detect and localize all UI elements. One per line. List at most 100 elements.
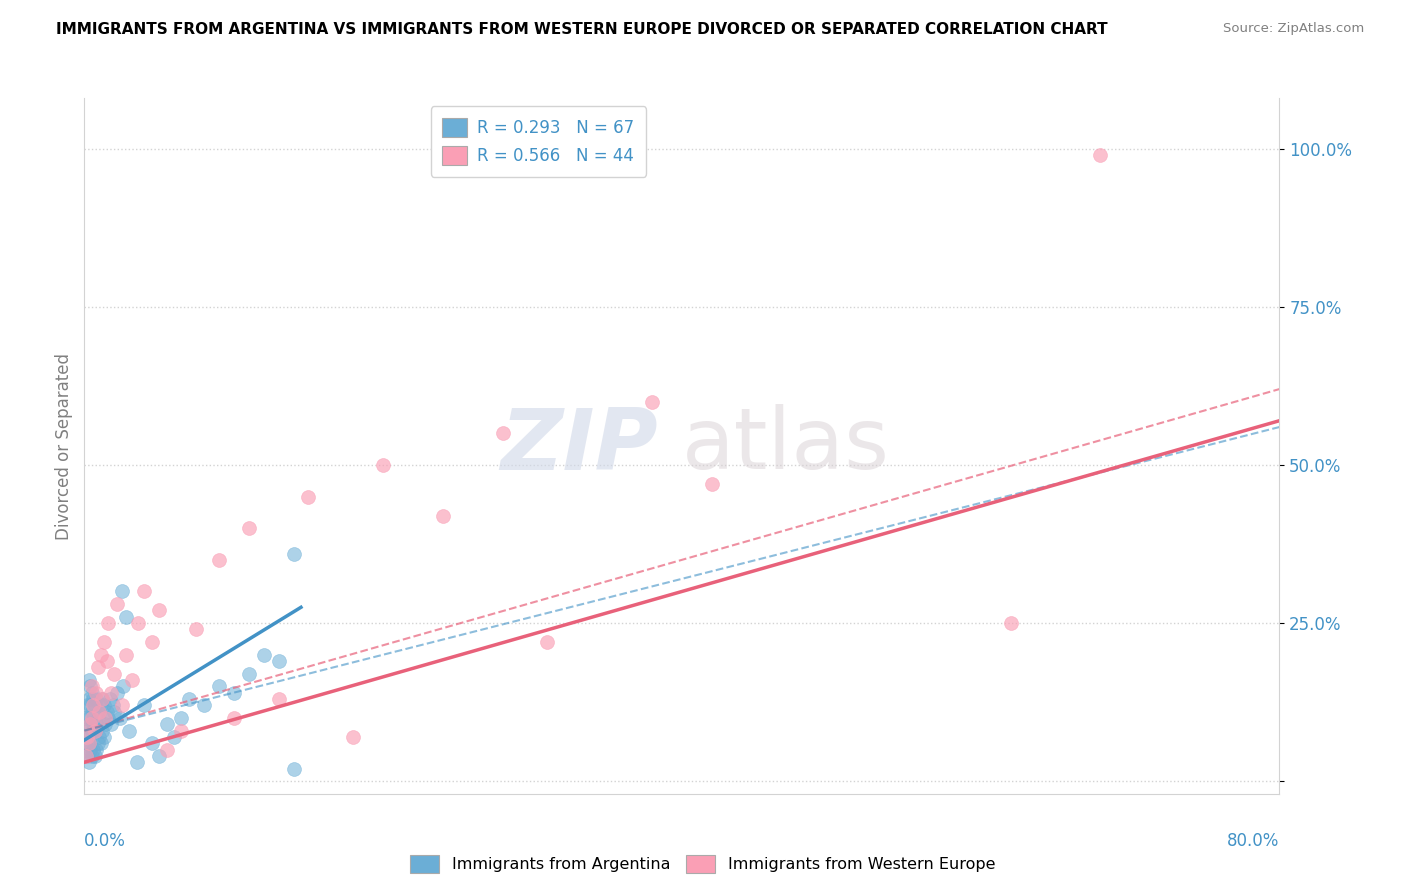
Point [208,679,231,693]
Point [80,723,103,738]
Point [155,742,177,756]
Point [93,698,115,713]
Legend: Immigrants from Argentina, Immigrants from Western Europe: Immigrants from Argentina, Immigrants fr… [404,848,1002,880]
Point [90,648,112,662]
Point [79,717,101,731]
Point [87,660,110,674]
Point [83,723,105,738]
Point [700,477,723,491]
Point [222,686,245,700]
Point [91,723,114,738]
Y-axis label: Divorced or Separated: Divorced or Separated [55,352,73,540]
Point [75,711,97,725]
Point [89,705,111,719]
Point [121,673,143,687]
Point [82,717,104,731]
Point [90,736,112,750]
Point [115,648,138,662]
Point [155,717,177,731]
Point [118,723,141,738]
Point [76,736,98,750]
Point [93,635,115,649]
Point [86,742,108,756]
Point [79,742,101,756]
Point [79,717,101,731]
Text: IMMIGRANTS FROM ARGENTINA VS IMMIGRANTS FROM WESTERN EUROPE DIVORCED OR SEPARATE: IMMIGRANTS FROM ARGENTINA VS IMMIGRANTS … [56,22,1108,37]
Point [193,698,215,713]
Point [101,698,124,713]
Point [105,686,128,700]
Point [170,711,193,725]
Point [77,673,100,687]
Point [82,698,104,713]
Point [82,742,104,756]
Point [86,717,108,731]
Point [77,730,100,744]
Point [492,426,515,441]
Point [83,748,105,763]
Point [93,730,115,744]
Point [141,736,163,750]
Point [80,705,103,719]
Point [90,698,112,713]
Point [80,711,103,725]
Point [283,547,305,561]
Point [112,679,135,693]
Point [110,711,132,725]
Point [111,584,134,599]
Point [83,698,105,713]
Point [238,521,260,535]
Point [96,705,118,719]
Point [98,692,121,706]
Point [208,553,231,567]
Point [91,692,114,706]
Point [100,686,122,700]
Point [86,686,108,700]
Point [125,756,148,770]
Point [89,730,111,744]
Point [75,748,97,763]
Point [77,692,100,706]
Point [79,679,101,693]
Point [127,616,149,631]
Point [342,730,364,744]
Point [115,609,138,624]
Point [103,705,125,719]
Point [94,711,117,725]
Text: ZIP: ZIP [501,404,658,488]
Point [77,711,100,725]
Point [75,742,97,756]
Point [97,616,120,631]
Point [89,705,111,719]
Point [76,730,98,744]
Legend: R = 0.293   N = 67, R = 0.566   N = 44: R = 0.293 N = 67, R = 0.566 N = 44 [430,106,647,177]
Point [100,717,122,731]
Point [267,654,290,668]
Point [132,584,156,599]
Point [80,679,103,693]
Text: 0.0%: 0.0% [84,832,127,850]
Point [96,654,118,668]
Point [1088,148,1111,162]
Point [148,603,170,617]
Point [253,648,276,662]
Point [76,723,98,738]
Point [283,762,305,776]
Point [141,635,163,649]
Point [177,692,200,706]
Point [641,394,664,409]
Point [80,686,103,700]
Point [297,490,319,504]
Point [267,692,290,706]
Point [105,597,128,611]
Point [148,748,170,763]
Point [1000,616,1022,631]
Point [83,723,105,738]
Point [87,736,110,750]
Point [222,711,245,725]
Point [77,736,100,750]
Point [103,666,125,681]
Point [132,698,156,713]
Point [94,717,117,731]
Text: atlas: atlas [682,404,890,488]
